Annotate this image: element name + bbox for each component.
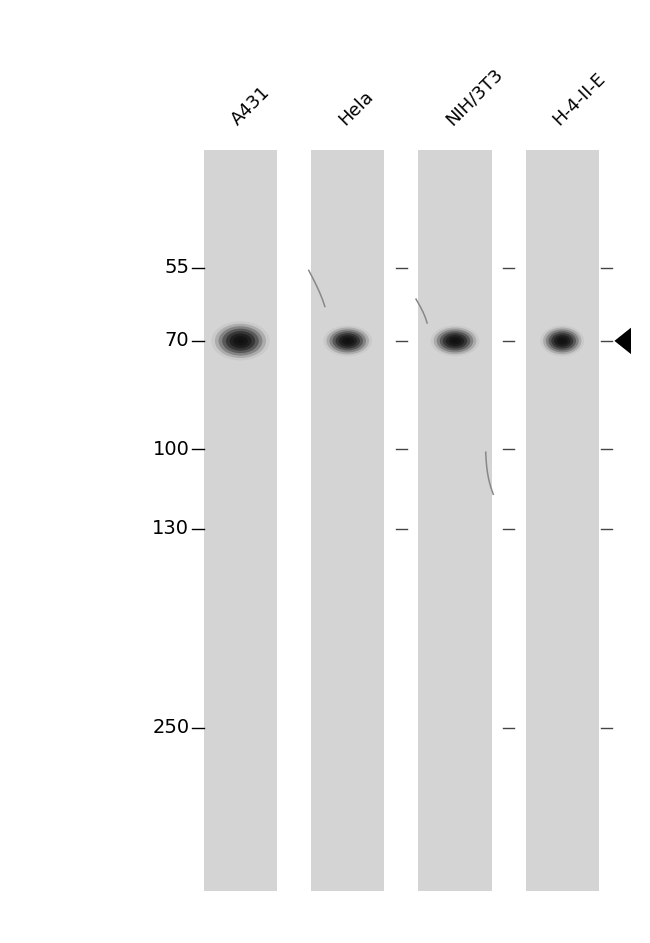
Ellipse shape (335, 333, 360, 349)
Ellipse shape (326, 327, 369, 355)
Text: NIH/3T3: NIH/3T3 (442, 65, 506, 129)
Bar (526, 150, 599, 891)
Bar (419, 150, 491, 891)
Ellipse shape (330, 329, 366, 353)
Ellipse shape (452, 339, 458, 343)
Text: A431: A431 (227, 83, 274, 129)
Ellipse shape (549, 331, 576, 351)
Ellipse shape (443, 333, 467, 349)
Ellipse shape (237, 339, 244, 343)
Ellipse shape (434, 327, 476, 355)
Ellipse shape (437, 329, 473, 353)
Bar (204, 150, 277, 891)
Ellipse shape (233, 336, 248, 346)
Ellipse shape (446, 335, 464, 347)
Ellipse shape (339, 335, 357, 347)
Ellipse shape (211, 322, 270, 360)
Ellipse shape (546, 329, 578, 353)
Ellipse shape (430, 325, 480, 356)
Text: 55: 55 (164, 258, 189, 277)
Text: 100: 100 (153, 439, 189, 458)
Ellipse shape (324, 325, 372, 356)
Ellipse shape (551, 333, 573, 349)
Ellipse shape (543, 327, 582, 355)
Bar (311, 150, 384, 891)
Ellipse shape (440, 331, 470, 351)
Ellipse shape (215, 323, 266, 358)
Ellipse shape (333, 331, 363, 351)
Text: 130: 130 (152, 520, 189, 538)
Ellipse shape (342, 337, 354, 345)
Ellipse shape (344, 339, 351, 343)
Polygon shape (614, 313, 649, 369)
Ellipse shape (557, 337, 567, 345)
Text: H-4-II-E: H-4-II-E (549, 70, 609, 129)
Text: 70: 70 (164, 331, 189, 351)
Ellipse shape (229, 334, 252, 348)
Ellipse shape (222, 329, 259, 353)
Text: Hela: Hela (335, 88, 376, 129)
Ellipse shape (540, 325, 584, 356)
Ellipse shape (449, 337, 461, 345)
Ellipse shape (554, 335, 571, 347)
Ellipse shape (218, 326, 263, 356)
Ellipse shape (560, 339, 565, 343)
Text: 250: 250 (152, 718, 189, 737)
Ellipse shape (226, 331, 255, 351)
